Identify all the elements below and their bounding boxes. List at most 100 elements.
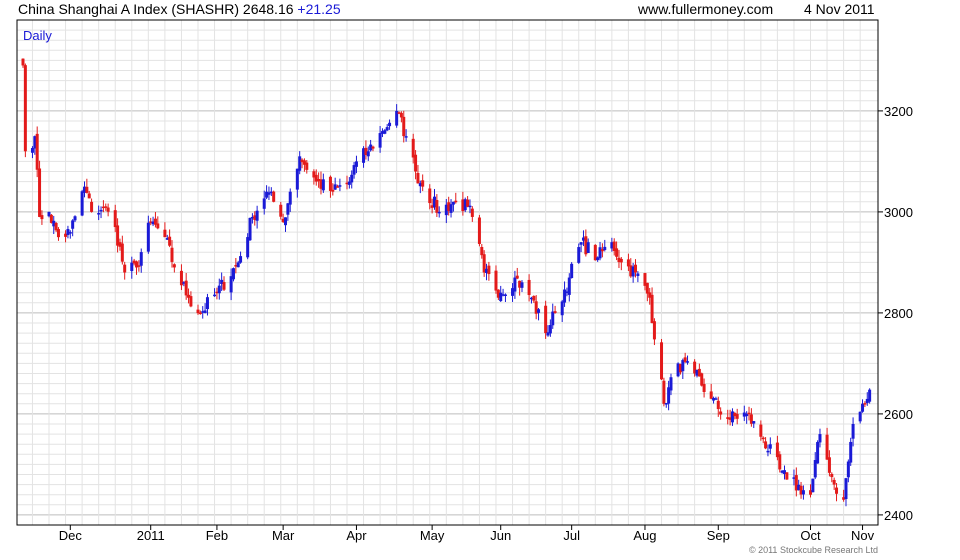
candle-body — [347, 181, 351, 185]
candle-body — [300, 159, 304, 163]
candle-body — [709, 391, 713, 399]
candle-body — [71, 220, 75, 229]
candle-body — [645, 282, 649, 294]
candle-body — [312, 171, 316, 178]
candle-body — [567, 277, 571, 295]
candle-body — [667, 387, 671, 404]
candle-body — [603, 246, 607, 250]
candle-body — [234, 265, 238, 267]
candle-body — [726, 417, 730, 419]
candle-body — [695, 369, 699, 376]
candle-body — [813, 460, 817, 478]
candle-body — [222, 282, 226, 290]
candle-body — [529, 297, 533, 300]
candle-body — [650, 294, 654, 323]
candle-body — [480, 246, 484, 256]
candle-body — [546, 332, 550, 336]
candle-body — [849, 441, 853, 463]
candle-body — [364, 147, 368, 155]
candle-body — [700, 373, 704, 386]
candle-body — [499, 292, 503, 302]
candle-body — [570, 263, 574, 279]
candle-body — [761, 437, 765, 440]
x-tick-label: Jun — [490, 528, 511, 543]
x-tick-label: Apr — [346, 528, 367, 543]
candle-body — [399, 112, 403, 118]
candle-body — [764, 441, 768, 449]
candle-body — [747, 412, 751, 415]
candle-body — [388, 122, 392, 127]
candle-body — [686, 361, 690, 363]
candle-body — [56, 229, 60, 238]
candle-body — [217, 285, 221, 294]
copyright-notice: © 2011 Stockcube Research Ltd — [748, 545, 878, 555]
candle-body — [402, 116, 406, 137]
candle-body — [267, 192, 271, 195]
candle-body — [593, 244, 597, 261]
candle-body — [52, 220, 56, 227]
candle-body — [785, 472, 789, 480]
candle-body — [220, 279, 224, 285]
candle-body — [395, 110, 399, 126]
candle-body — [137, 265, 141, 267]
candle-body — [485, 268, 489, 273]
candle-body — [581, 237, 585, 241]
candle-body — [728, 417, 732, 420]
candle-body — [281, 218, 285, 222]
candle-body — [730, 411, 734, 423]
candle-body — [295, 168, 299, 190]
y-tick-label: 2600 — [884, 407, 913, 422]
candle-body — [652, 321, 656, 340]
candle-body — [149, 221, 153, 223]
candle-body — [766, 450, 770, 453]
candle-body — [832, 479, 836, 485]
candle-body — [421, 180, 425, 187]
candle-body — [468, 205, 472, 208]
candle-body — [288, 191, 292, 205]
chart-date: 4 Nov 2011 — [804, 1, 875, 17]
candle-body — [279, 204, 283, 217]
candle-body — [742, 412, 746, 417]
candle-body — [350, 174, 354, 183]
candle-body — [678, 364, 682, 373]
candle-body — [719, 411, 723, 415]
candle-body — [163, 229, 167, 238]
x-tick-label: Feb — [206, 528, 228, 543]
candle-body — [733, 413, 737, 417]
candle-body — [501, 294, 505, 296]
candle-body — [780, 470, 784, 473]
candle-body — [54, 222, 58, 231]
axes: 2400 2600 2800 3000 3200 Dec 2011 Feb Mar Apr May J… — [59, 104, 913, 543]
candle-body — [435, 200, 439, 213]
candle-body — [463, 199, 467, 211]
candle-body — [380, 131, 384, 134]
candle-body — [797, 484, 801, 491]
candle-body — [354, 161, 358, 167]
candle-body — [693, 361, 697, 374]
candle-body — [135, 261, 139, 268]
candle-body — [451, 201, 455, 205]
y-tick-label: 2400 — [884, 508, 913, 523]
candle-body — [203, 310, 207, 314]
candle-body — [416, 172, 420, 184]
candle-body — [229, 276, 233, 293]
candle-body — [101, 206, 105, 209]
candle-body — [262, 198, 266, 209]
website-link[interactable]: www.fullermoney.com — [638, 1, 774, 17]
candle-body — [648, 292, 652, 298]
candle-body — [631, 266, 635, 277]
x-tick-label: Aug — [633, 528, 656, 543]
candle-body — [430, 205, 434, 208]
candle-body — [662, 380, 666, 404]
candle-body — [153, 218, 157, 225]
candle-body — [842, 497, 846, 500]
candle-body — [676, 363, 680, 377]
candle-body — [418, 183, 422, 187]
candle-body — [801, 490, 805, 495]
y-tick-label: 3200 — [884, 104, 913, 119]
candle-body — [215, 291, 219, 294]
candle-body — [636, 273, 640, 276]
candle-body — [560, 301, 564, 316]
index-name: China Shanghai A Index (SHASHR) — [18, 1, 240, 17]
candle-body — [90, 201, 94, 212]
